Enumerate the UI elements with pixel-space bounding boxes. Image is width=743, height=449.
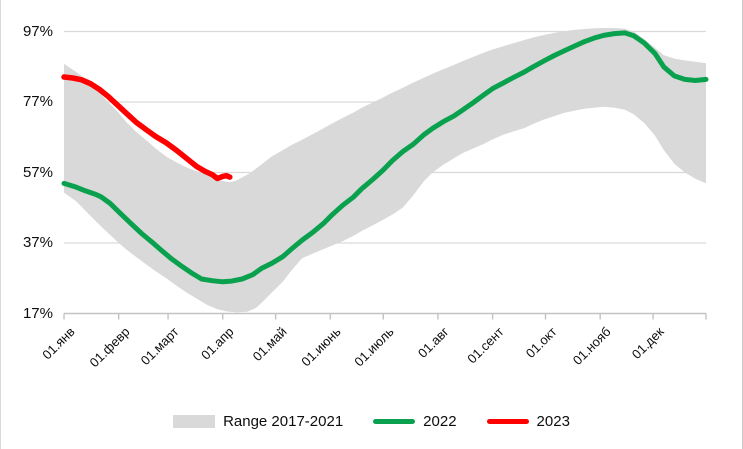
y-tick-label: 77% (22, 93, 53, 110)
legend-label-2023: 2023 (536, 412, 570, 430)
legend-item-range: Range 2017-2021 (173, 413, 343, 430)
y-tick-label: 57% (22, 163, 53, 181)
legend-item-2023: 2023 (486, 412, 570, 430)
legend-item-2022: 2022 (373, 412, 457, 430)
line-2022-swatch (373, 418, 416, 424)
line-2023-swatch (486, 418, 529, 424)
series-2023-line (61, 74, 233, 182)
line-2022 (61, 30, 709, 285)
line-2023 (61, 74, 233, 182)
range-band-swatch (173, 414, 216, 428)
y-tick-label: 37% (22, 234, 53, 251)
legend-label-range: Range 2017-2021 (223, 412, 344, 430)
y-tick-label: 97% (22, 22, 53, 40)
y-tick-label: 17% (22, 304, 53, 322)
x-axis (63, 312, 707, 320)
legend-label-2022: 2022 (423, 412, 457, 430)
legend: Range 2017-2021 2022 2023 (1, 406, 742, 436)
series-2022-line (61, 30, 709, 285)
